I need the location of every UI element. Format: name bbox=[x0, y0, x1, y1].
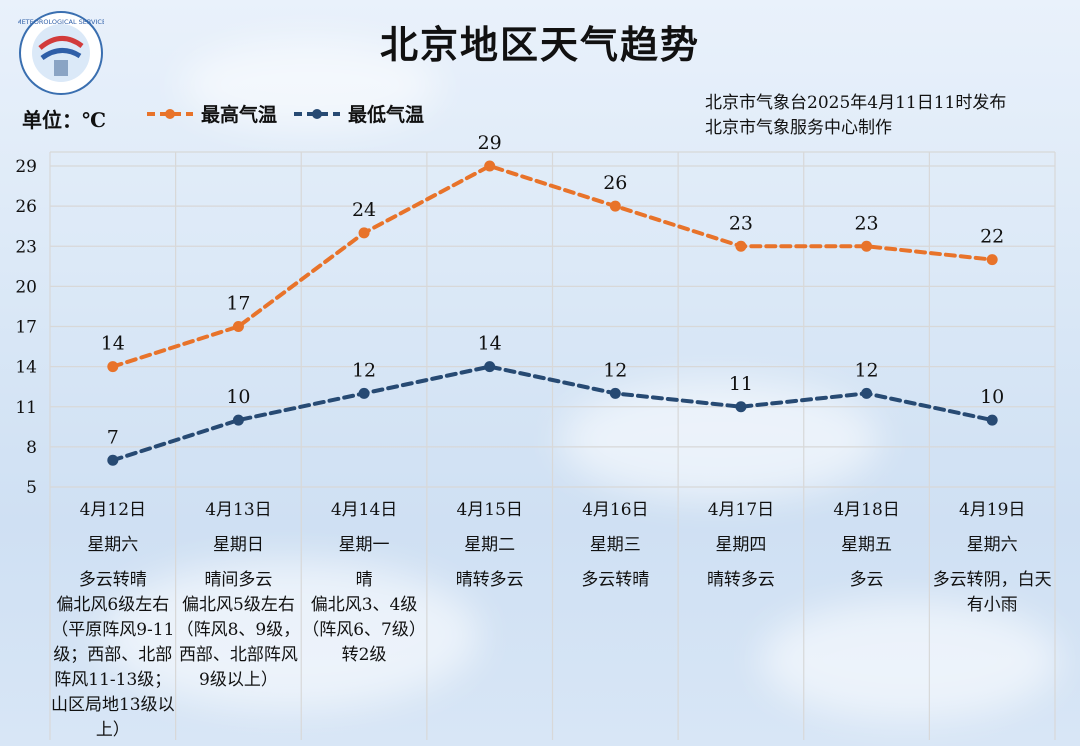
series-line-high bbox=[110, 163, 995, 369]
data-point-low bbox=[107, 454, 119, 466]
day-wind: 偏北风6级左右（平原阵风9-11级；西部、北部阵风11-13级；山区局地13级以… bbox=[50, 595, 175, 740]
day-date: 4月12日 bbox=[79, 500, 147, 520]
publisher-info: 北京市气象台2025年4月11日11时发布 北京市气象服务中心制作 bbox=[705, 91, 1006, 141]
data-label-high: 17 bbox=[226, 293, 250, 315]
data-point-low bbox=[232, 414, 244, 426]
day-weather: 晴转多云 bbox=[455, 570, 524, 590]
day-weekday: 星期二 bbox=[464, 535, 516, 555]
meteorological-service-logo: METEOROLOGICAL SERVICE bbox=[18, 11, 104, 95]
data-point-low bbox=[358, 387, 370, 399]
day-wind: 偏北风3、4级（阵风6、7级）转2级 bbox=[302, 595, 426, 665]
day-date: 4月17日 bbox=[707, 500, 775, 520]
logo-text: METEOROLOGICAL SERVICE bbox=[18, 18, 104, 26]
data-label-low: 12 bbox=[854, 359, 878, 381]
data-point-low bbox=[484, 361, 496, 373]
day-weather: 晴 bbox=[355, 570, 373, 590]
day-weekday: 星期日 bbox=[212, 535, 264, 555]
legend-low-label: 最低气温 bbox=[348, 104, 425, 126]
day-column: 4月19日星期六多云转阴，白天有小雨 bbox=[929, 492, 1055, 618]
page-title: 北京地区天气趋势 bbox=[379, 23, 700, 67]
day-date: 4月14日 bbox=[330, 500, 398, 520]
day-column: 4月14日星期一晴偏北风3、4级（阵风6、7级）转2级 bbox=[301, 492, 427, 668]
y-tick-label: 29 bbox=[15, 157, 37, 177]
day-date: 4月15日 bbox=[456, 500, 523, 520]
data-point-low bbox=[986, 414, 998, 426]
day-column: 4月12日星期六多云转晴偏北风6级左右（平原阵风9-11级；西部、北部阵风11-… bbox=[50, 492, 176, 743]
data-point-high bbox=[358, 227, 370, 239]
day-date: 4月13日 bbox=[205, 500, 272, 520]
day-column: 4月16日星期三多云转晴 bbox=[553, 492, 679, 593]
day-weekday: 星期一 bbox=[338, 535, 390, 555]
data-label-high: 26 bbox=[603, 172, 627, 194]
data-point-high bbox=[986, 254, 998, 266]
day-weather: 晴转多云 bbox=[706, 570, 775, 590]
series-line-low bbox=[110, 364, 995, 463]
unit-label: 单位：℃ bbox=[22, 108, 106, 132]
y-tick-label: 23 bbox=[15, 237, 37, 257]
day-weather: 多云转阴，白天有小雨 bbox=[932, 570, 1052, 615]
day-column: 4月17日星期四晴转多云 bbox=[678, 492, 804, 593]
day-weekday: 星期五 bbox=[841, 535, 893, 555]
data-label-high: 24 bbox=[352, 199, 376, 221]
data-point-low bbox=[861, 387, 873, 399]
data-label-low: 12 bbox=[352, 359, 376, 381]
y-tick-label: 20 bbox=[15, 277, 37, 297]
data-point-low bbox=[609, 387, 621, 399]
day-date: 4月18日 bbox=[833, 500, 900, 520]
data-point-low bbox=[735, 401, 747, 413]
data-point-high bbox=[735, 240, 747, 252]
day-weather: 多云 bbox=[849, 570, 884, 590]
data-point-high bbox=[609, 200, 621, 212]
data-label-low: 10 bbox=[980, 386, 1004, 408]
y-tick-label: 14 bbox=[15, 358, 37, 378]
data-label-low: 12 bbox=[603, 359, 627, 381]
y-tick-label: 11 bbox=[15, 398, 37, 418]
data-label-low: 11 bbox=[729, 373, 753, 395]
y-tick-label: 5 bbox=[26, 478, 37, 498]
publisher-line-1: 北京市气象台2025年4月11日11时发布 bbox=[705, 93, 1007, 113]
day-date: 4月16日 bbox=[582, 500, 649, 520]
day-column: 4月18日星期五多云 bbox=[804, 492, 930, 593]
data-label-high: 14 bbox=[101, 333, 125, 355]
y-tick-label: 26 bbox=[15, 197, 37, 217]
data-point-high bbox=[484, 160, 496, 172]
legend-low: 最低气温 bbox=[292, 100, 424, 127]
day-date: 4月19日 bbox=[958, 500, 1026, 520]
day-weekday: 星期四 bbox=[715, 535, 767, 555]
day-column: 4月13日星期日晴间多云偏北风5级左右（阵风8、9级，西部、北部阵风9级以上） bbox=[176, 492, 302, 693]
legend-high: 最高气温 bbox=[145, 100, 277, 127]
y-tick-label: 8 bbox=[26, 438, 37, 458]
legend-high-marker bbox=[147, 108, 193, 119]
data-label-high: 29 bbox=[478, 132, 502, 154]
data-label-high: 23 bbox=[854, 212, 878, 234]
data-point-high bbox=[861, 240, 873, 252]
data-label-low: 7 bbox=[107, 426, 119, 448]
data-label-high: 23 bbox=[729, 212, 753, 234]
y-tick-label: 17 bbox=[15, 318, 37, 338]
day-column: 4月15日星期二晴转多云 bbox=[427, 492, 553, 593]
day-weekday: 星期六 bbox=[87, 535, 139, 555]
day-weekday: 星期六 bbox=[966, 535, 1018, 555]
data-label-low: 14 bbox=[478, 333, 502, 355]
day-weekday: 星期三 bbox=[589, 535, 641, 555]
publisher-line-2: 北京市气象服务中心制作 bbox=[705, 118, 892, 138]
day-wind: 偏北风5级左右（阵风8、9级，西部、北部阵风9级以上） bbox=[176, 595, 301, 690]
day-weather: 多云转晴 bbox=[78, 570, 147, 590]
day-weather: 多云转晴 bbox=[581, 570, 650, 590]
data-label-low: 10 bbox=[226, 386, 250, 408]
legend-high-label: 最高气温 bbox=[201, 104, 278, 126]
legend-low-marker bbox=[294, 108, 340, 119]
data-label-high: 22 bbox=[980, 226, 1004, 248]
day-weather: 晴间多云 bbox=[204, 570, 273, 590]
data-point-high bbox=[107, 361, 119, 373]
data-point-high bbox=[232, 321, 244, 332]
